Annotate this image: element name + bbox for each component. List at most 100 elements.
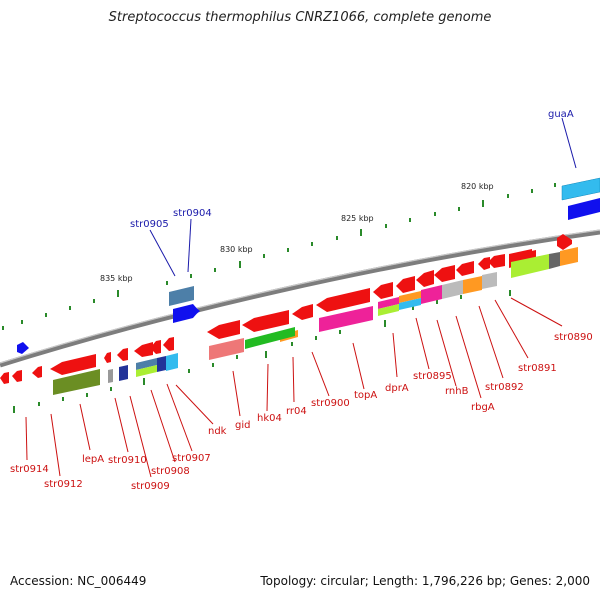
scale-label: 830 kbp <box>220 245 253 254</box>
scale-tick <box>287 248 289 252</box>
reverse-gene-arrows <box>0 234 572 384</box>
scale-tick <box>190 274 192 278</box>
reverse-gene-ndk[interactable] <box>163 337 174 351</box>
reverse-gene-str0910[interactable] <box>104 352 111 363</box>
cog-box <box>245 327 295 349</box>
scale-label: 820 kbp <box>461 182 494 191</box>
gene-label-str0912[interactable]: str0912 <box>44 479 83 490</box>
reverse-gene-str0897[interactable] <box>416 270 434 287</box>
label-connector <box>478 305 504 379</box>
gene-label-str0892[interactable]: str0892 <box>485 382 524 393</box>
reverse-gene-rr04[interactable] <box>292 304 313 320</box>
map-title: Streptococcus thermophilus CNRZ1066, com… <box>108 10 492 25</box>
scale-tick <box>143 378 145 385</box>
gene-label-str0910[interactable]: str0910 <box>108 455 147 466</box>
label-connector <box>166 383 193 452</box>
cog-box <box>209 338 244 360</box>
scale-tick <box>239 261 241 268</box>
scale-tick <box>509 290 511 296</box>
gene-label-str0895[interactable]: str0895 <box>413 371 452 382</box>
label-connector <box>436 319 457 387</box>
reverse-gene-str0899[interactable] <box>373 282 393 299</box>
gene-label-topA[interactable]: topA <box>354 390 377 401</box>
scale-tick <box>263 254 265 258</box>
cog-box <box>482 272 497 289</box>
cog-box <box>399 298 421 310</box>
gene-label-str0891[interactable]: str0891 <box>518 363 557 374</box>
reverse-gene-str0912[interactable] <box>32 366 42 378</box>
scale-tick <box>412 306 414 310</box>
gene-label-gid[interactable]: gid <box>235 420 250 431</box>
scale-tick <box>86 393 88 397</box>
label-connector <box>129 395 152 478</box>
reverse-gene-rnhB[interactable] <box>478 257 490 270</box>
label-connector <box>149 229 176 277</box>
gene-label-ndk[interactable]: ndk <box>208 426 227 437</box>
reverse-gene-str0900[interactable] <box>316 288 370 312</box>
scale-tick <box>531 189 533 193</box>
label-connector <box>292 356 295 403</box>
scale-tick <box>554 183 556 187</box>
scale-label: 835 kbp <box>100 274 133 283</box>
forward-gene-left[interactable] <box>17 342 29 354</box>
gene-label-str0908[interactable]: str0908 <box>151 466 190 477</box>
cog-box <box>53 369 100 395</box>
gene-label-dprA[interactable]: dprA <box>385 383 409 394</box>
reverse-gene-str0913[interactable] <box>12 370 22 382</box>
gene-label-str0904[interactable]: str0904 <box>173 208 212 219</box>
scale-tick <box>436 300 438 304</box>
label-connector <box>510 297 563 327</box>
label-connector <box>25 416 28 461</box>
gene-label-str0900[interactable]: str0900 <box>311 398 350 409</box>
label-connector <box>114 397 129 453</box>
reverse-gene-str0895[interactable] <box>456 261 474 276</box>
forward-gene-str0904[interactable] <box>194 306 200 316</box>
cog-box <box>119 365 128 381</box>
label-connector <box>415 317 430 370</box>
cog-box <box>157 356 166 372</box>
reverse-gene-lepA[interactable] <box>50 354 96 375</box>
gene-label-lepA[interactable]: lepA <box>82 454 104 465</box>
scale-tick <box>482 200 484 207</box>
gene-label-str0907[interactable]: str0907 <box>172 453 211 464</box>
gene-label-str0890[interactable]: str0890 <box>554 332 593 343</box>
scale-tick <box>45 313 47 317</box>
reverse-gene-gid[interactable] <box>207 320 240 339</box>
scale-label: 825 kbp <box>341 214 374 223</box>
cog-box <box>511 254 549 278</box>
reverse-gene-str0909[interactable] <box>117 348 128 361</box>
reverse-gene-dprA[interactable] <box>434 265 455 282</box>
label-connector <box>232 370 241 417</box>
reverse-gene-str0908[interactable] <box>134 342 153 357</box>
gene-label-str0909[interactable]: str0909 <box>131 481 170 492</box>
cog-box <box>319 306 373 332</box>
forward-gene-guaA[interactable] <box>561 177 600 220</box>
scale-tick <box>21 320 23 324</box>
label-connector <box>352 342 365 390</box>
scale-tick <box>13 406 15 413</box>
cog-box <box>549 252 560 269</box>
gene-label-rr04[interactable]: rr04 <box>286 406 307 417</box>
gene-label-rnhB[interactable]: rnhB <box>445 386 469 397</box>
scale-tick <box>507 194 509 198</box>
label-connector <box>187 218 192 273</box>
reverse-gene-topA[interactable] <box>396 276 415 293</box>
reverse-gene-str0914[interactable] <box>0 372 9 384</box>
scale-tick <box>212 363 214 367</box>
scale-tick <box>214 268 216 272</box>
gene-label-guaA[interactable]: guaA <box>548 109 574 120</box>
scale-tick <box>38 402 40 406</box>
scale-tick <box>434 212 436 216</box>
gene-label-rbgA[interactable]: rbgA <box>471 402 495 413</box>
reverse-gene-rbgA[interactable] <box>488 254 505 268</box>
gene-label-str0914[interactable]: str0914 <box>10 464 49 475</box>
reverse-gene-hk04[interactable] <box>242 310 289 332</box>
scale-tick <box>458 207 460 211</box>
gene-label-hk04[interactable]: hk04 <box>257 413 282 424</box>
forward-gene-str0905[interactable] <box>169 286 199 323</box>
cog-box <box>378 297 399 309</box>
gene-label-str0905[interactable]: str0905 <box>130 219 169 230</box>
cog-box <box>378 304 399 316</box>
reverse-gene-str0890[interactable] <box>557 234 572 250</box>
cog-box <box>560 247 578 266</box>
